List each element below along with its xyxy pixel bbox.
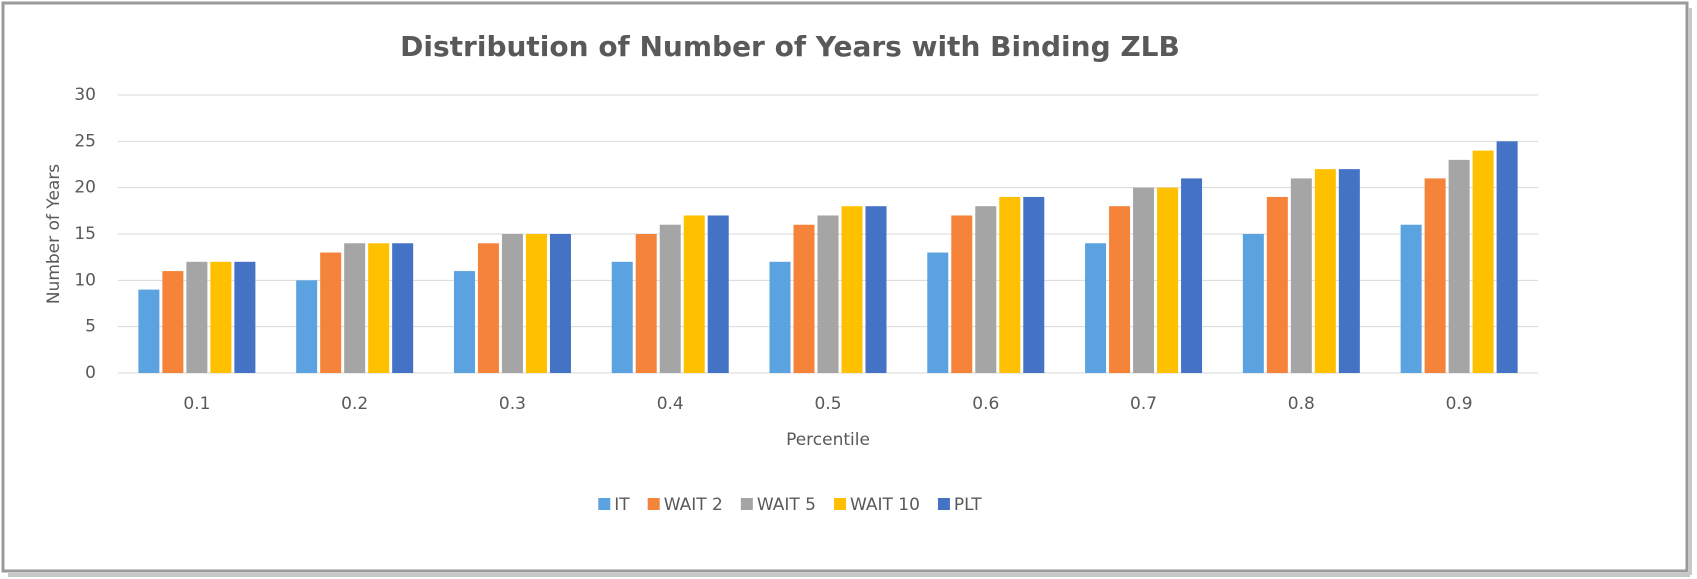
y-tick-label: 5: [85, 317, 96, 337]
legend-label: WAIT 2: [664, 495, 723, 515]
bar: [162, 271, 184, 373]
legend-swatch: [598, 498, 611, 510]
bar: [1181, 178, 1203, 373]
bar: [1400, 224, 1422, 373]
bar: [296, 280, 318, 373]
bar: [975, 206, 997, 373]
bar: [1496, 141, 1518, 373]
legend-swatch: [833, 498, 846, 510]
bar: [865, 206, 887, 373]
legend-swatch: [937, 498, 950, 510]
y-tick-label: 30: [74, 85, 96, 105]
y-tick-label: 0: [85, 363, 96, 383]
bar: [1266, 196, 1288, 373]
bar: [138, 289, 160, 373]
x-tick-label: 0.1: [183, 394, 210, 414]
bar: [1157, 187, 1179, 373]
legend-label: PLT: [954, 495, 982, 515]
bar: [611, 261, 633, 373]
x-axis-title: Percentile: [786, 430, 870, 450]
bar: [1290, 178, 1312, 373]
bar: [951, 215, 973, 373]
bar: [1424, 178, 1446, 373]
bar: [525, 234, 547, 373]
bar: [1314, 169, 1336, 373]
bar: [841, 206, 863, 373]
legend-swatch: [740, 498, 753, 510]
bar: [635, 234, 657, 373]
y-axis-title: Number of Years: [44, 164, 64, 304]
bar: [1109, 206, 1131, 373]
bar: [1472, 150, 1494, 373]
bar: [1242, 234, 1264, 373]
bar: [477, 243, 499, 373]
x-tick-label: 0.8: [1288, 394, 1315, 414]
bar: [1448, 159, 1470, 373]
x-tick-label: 0.7: [1130, 394, 1157, 414]
legend-label: WAIT 10: [850, 495, 920, 515]
bar: [453, 271, 475, 373]
legend-swatch: [647, 498, 660, 510]
x-tick-label: 0.2: [341, 394, 368, 414]
bar: [210, 261, 232, 373]
bar: [186, 261, 208, 373]
bar: [501, 234, 523, 373]
bar: [1023, 196, 1045, 373]
bar: [1338, 169, 1360, 373]
x-tick-label: 0.4: [657, 394, 684, 414]
bar: [707, 215, 729, 373]
bar: [1085, 243, 1107, 373]
y-tick-label: 15: [74, 224, 96, 244]
x-tick-label: 0.6: [972, 394, 999, 414]
x-tick-label: 0.9: [1446, 394, 1473, 414]
bar: [368, 243, 390, 373]
y-tick-label: 25: [74, 131, 96, 151]
bar: [769, 261, 791, 373]
bar: [392, 243, 414, 373]
bar: [999, 196, 1021, 373]
x-tick-label: 0.3: [499, 394, 526, 414]
y-tick-label: 10: [74, 270, 96, 290]
x-tick-label: 0.5: [814, 394, 841, 414]
bar: [234, 261, 256, 373]
bar: [683, 215, 705, 373]
y-tick-label: 20: [74, 178, 96, 198]
bar: [320, 252, 342, 373]
chart-title: Distribution of Number of Years with Bin…: [400, 30, 1180, 63]
bar: [817, 215, 839, 373]
bar: [549, 234, 571, 373]
bar: [659, 224, 681, 373]
bar: [1133, 187, 1155, 373]
legend-label: IT: [614, 495, 630, 515]
legend-label: WAIT 5: [757, 495, 816, 515]
bar: [793, 224, 815, 373]
bar: [927, 252, 949, 373]
bar: [344, 243, 366, 373]
